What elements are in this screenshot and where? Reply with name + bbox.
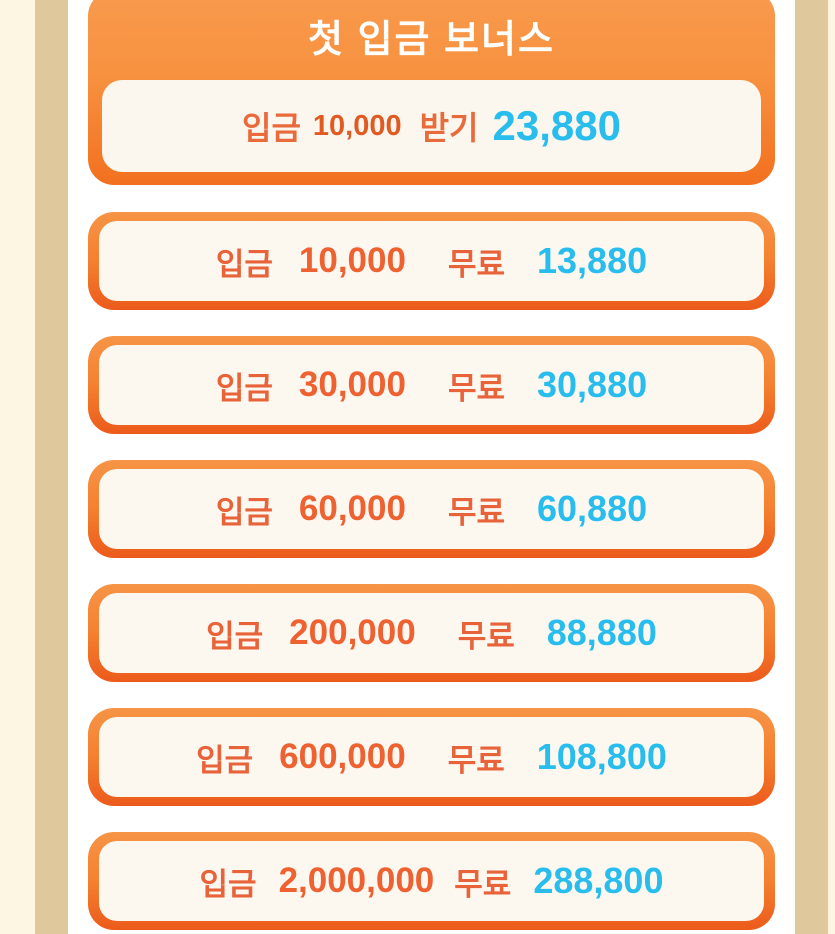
free-label: 무료 [457, 618, 515, 654]
bonus-row-inner: 입금 10,000 무료 13,880 [99, 221, 764, 301]
free-label: 무료 [447, 246, 506, 282]
bonus-row[interactable]: 입금 2,000,000 무료 288,800 [88, 832, 775, 930]
deposit-amount: 600,000 [279, 737, 406, 776]
featured-deposit-label: 입금 [242, 110, 301, 146]
bonus-amount: 30,880 [537, 364, 648, 405]
bonus-row[interactable]: 입금 60,000 무료 60,880 [88, 460, 775, 558]
deposit-amount: 2,000,000 [278, 861, 435, 900]
bonus-row[interactable]: 입금 30,000 무료 30,880 [88, 336, 775, 434]
bonus-amount: 108,800 [536, 736, 667, 777]
free-label: 무료 [447, 370, 506, 406]
deposit-label: 입금 [215, 246, 273, 282]
featured-bonus-amount: 23,880 [492, 102, 621, 149]
free-label: 무료 [447, 494, 506, 530]
content-column: 첫 입금 보너스 입금 10,000 받기 23,880 입금 10,000 무… [68, 0, 795, 934]
frame-stripe-left [35, 0, 68, 934]
bonus-row-inner: 입금 200,000 무료 88,880 [99, 593, 764, 673]
deposit-amount: 200,000 [289, 613, 416, 652]
bonus-amount: 60,880 [537, 488, 648, 529]
deposit-amount: 30,000 [298, 365, 406, 404]
free-label: 무료 [447, 742, 505, 778]
bonus-row-inner: 입금 600,000 무료 108,800 [99, 717, 764, 797]
featured-claim-label: 받기 [419, 110, 479, 146]
bonus-row-inner: 입금 2,000,000 무료 288,800 [99, 841, 764, 921]
bonus-row[interactable]: 입금 200,000 무료 88,880 [88, 584, 775, 682]
featured-deposit-amount: 10,000 [312, 109, 402, 142]
bonus-row[interactable]: 입금 600,000 무료 108,800 [88, 708, 775, 806]
bonus-amount: 88,880 [546, 612, 657, 653]
first-deposit-bonus-header: 첫 입금 보너스 입금 10,000 받기 23,880 [88, 0, 775, 185]
deposit-label: 입금 [199, 866, 257, 902]
bonus-amount: 13,880 [537, 240, 648, 281]
page-title: 첫 입금 보너스 [308, 19, 555, 61]
frame-stripe-right [795, 0, 828, 934]
deposit-amount: 60,000 [298, 489, 406, 528]
deposit-amount: 10,000 [298, 241, 406, 280]
deposit-label: 입금 [215, 494, 273, 530]
featured-bonus-card[interactable]: 입금 10,000 받기 23,880 [102, 80, 761, 172]
bonus-row-inner: 입금 60,000 무료 60,880 [99, 469, 764, 549]
deposit-label: 입금 [215, 370, 273, 406]
free-label: 무료 [454, 866, 512, 902]
featured-bonus-row: 입금 10,000 받기 23,880 [102, 80, 761, 172]
bonus-row-inner: 입금 30,000 무료 30,880 [99, 345, 764, 425]
bonus-row[interactable]: 입금 10,000 무료 13,880 [88, 212, 775, 310]
deposit-label: 입금 [196, 742, 254, 778]
bonus-amount: 288,800 [533, 860, 664, 901]
deposit-label: 입금 [206, 618, 264, 654]
